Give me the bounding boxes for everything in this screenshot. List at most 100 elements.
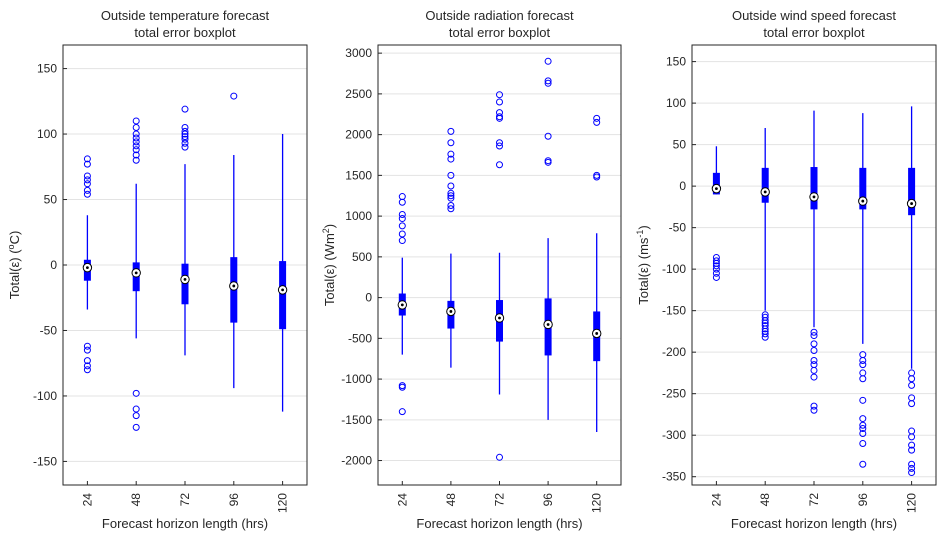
outlier-point [496,142,503,150]
median-dot [232,284,236,288]
box-iqr [908,167,916,216]
box-24 [711,146,722,281]
box-72 [809,110,819,414]
y-tick-label: 3000 [345,46,372,60]
outlier-point [496,139,503,147]
median-dot [449,310,453,313]
outlier-point [908,446,916,454]
chart-title-line-1: Outside radiation forecast [425,8,574,23]
outlier-point [859,361,867,369]
box-iqr [712,172,720,195]
outlier-point [859,415,867,423]
y-tick-label: 2000 [345,128,372,142]
box-48 [446,127,456,368]
y-tick-label: 150 [37,62,57,76]
box-120 [592,114,602,433]
box-24 [82,155,93,374]
outlier-point [230,92,238,100]
box-48 [760,128,770,341]
y-tick-label: -100 [662,262,686,276]
outlier-point [761,330,769,338]
outlier-point [398,383,406,391]
outlier-point [132,142,140,150]
y-tick-label: -2000 [341,454,372,468]
x-axis-label: Forecast horizon length (hrs) [102,516,268,531]
outlier-point [83,366,91,374]
outlier-point [810,402,818,410]
outlier-point [496,161,503,169]
x-axis-label: Forecast horizon length (hrs) [731,516,897,531]
median-dot [861,199,865,203]
median-dot [183,278,187,281]
x-tick-label: 120 [590,493,604,513]
y-tick-label: 500 [352,250,372,264]
outlier-point [859,460,867,468]
outlier-point [496,98,503,106]
y-tick-label: -150 [662,304,686,318]
outlier-point [83,180,91,188]
outlier-point [908,441,916,449]
outlier-point [132,405,140,413]
outlier-point [398,408,406,416]
box-96 [858,113,868,468]
outlier-point [544,57,552,65]
outlier-point [398,210,406,218]
outlier-point [83,186,91,194]
chart-panel-3: -350 -300 -250 -200 -150 -100 -50 0 50 100 150 24 48… [635,8,937,531]
outlier-point [132,156,140,164]
outlier-point [810,356,818,364]
x-tick-label: 72 [178,493,192,507]
outlier-point [859,396,867,404]
box-24 [397,193,407,416]
outlier-point [132,138,140,146]
outlier-point [181,135,189,143]
outlier-point [544,77,552,85]
outlier-point [908,469,916,477]
median-dot [812,195,816,199]
median-dot [134,271,138,275]
y-tick-label: -150 [33,454,57,468]
outlier-point [132,151,140,159]
x-tick-label: 48 [129,493,143,507]
x-tick-label: 120 [276,493,290,513]
outlier-point [593,114,601,122]
y-tick-label: 150 [666,55,686,69]
outlier-point [712,257,720,265]
outlier-point [83,155,91,163]
outlier-point [398,237,406,245]
chart-panel-1: -150 -100 -50 0 50 100 150 24 48 72 96 120 Outside t… [6,8,308,531]
outlier-point [908,375,916,383]
outlier-point [496,114,503,122]
y-tick-label: -250 [662,387,686,401]
outlier-point [447,155,455,163]
outlier-point [447,171,455,179]
outlier-point [181,139,189,147]
x-tick-label: 24 [709,493,723,507]
outlier-point [83,160,91,168]
outlier-point [761,333,769,341]
y-tick-label: -300 [662,428,686,442]
y-tick-label: -350 [662,470,686,484]
y-tick-label: 0 [679,179,686,193]
chart-title-line-2: total error boxplot [449,25,551,40]
outlier-point [132,423,140,431]
outlier-point [544,79,552,87]
outlier-point [447,189,455,197]
x-axis-label: Forecast horizon length (hrs) [416,516,582,531]
x-tick-label: 48 [444,493,458,507]
median-dot [498,316,501,320]
chart-title-line-1: Outside temperature forecast [101,8,270,23]
outlier-point [859,375,867,383]
outlier-point [83,346,91,354]
outlier-point [859,439,867,447]
median-dot [400,303,404,307]
outlier-point [83,342,91,350]
y-tick-label: 2500 [345,87,372,101]
y-tick-label: 1000 [345,209,372,223]
outlier-point [447,127,455,135]
outlier-point [810,328,818,336]
outlier-point [859,421,867,429]
x-tick-label: 96 [227,493,241,507]
outlier-point [447,202,455,210]
outlier-point [83,176,91,184]
